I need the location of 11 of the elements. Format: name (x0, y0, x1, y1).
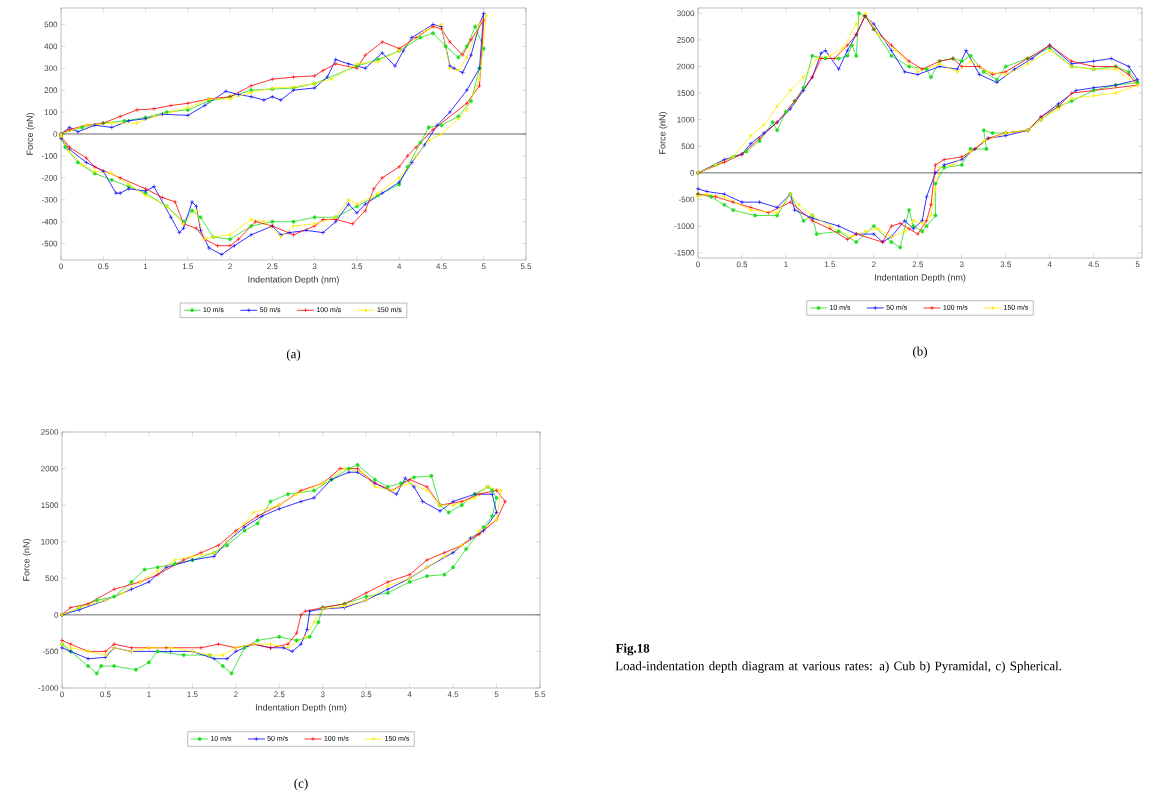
text: (b) (913, 346, 927, 359)
x-axis-title: Indentation Depth (nm) (255, 704, 347, 713)
y-axis-title: Force (nN) (26, 113, 35, 155)
text: (c) (294, 778, 308, 791)
y-axis-title: Force (nN) (658, 112, 668, 154)
text: (a) (286, 349, 301, 361)
y-axis-title: Force (nN) (22, 539, 32, 581)
text: Load-indentation depth diagram at various rates: a) Cub b) Pyramidal, c) Spherical. (615, 661, 1062, 673)
text: Fig.18 (615, 643, 650, 656)
x-axis-title: Indentation Depth (nm) (874, 273, 966, 283)
x-axis-title: Indentation Depth (nm) (248, 275, 339, 285)
